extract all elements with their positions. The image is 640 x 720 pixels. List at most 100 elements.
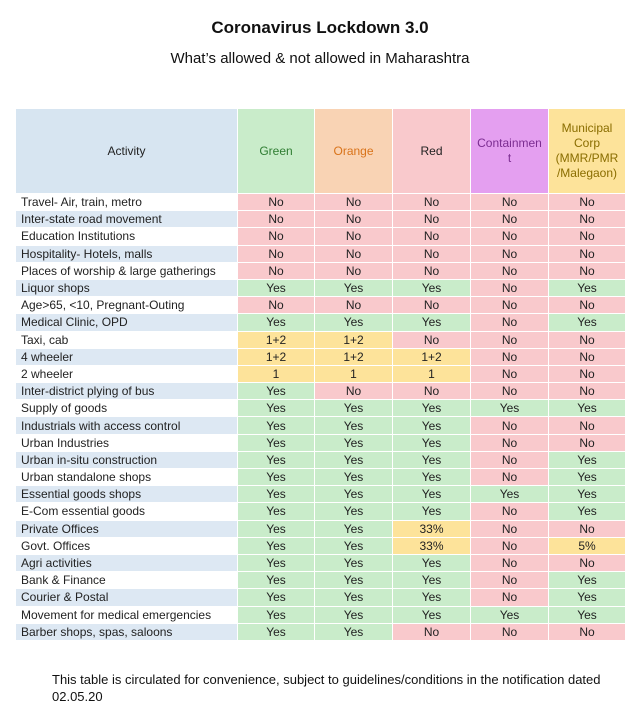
status-cell: Yes [314,399,393,418]
activity-cell: Education Institutions [15,227,238,246]
status-cell: No [548,210,626,229]
status-cell: Yes [237,536,315,555]
table-row: E-Com essential goods Yes Yes Yes No Yes [15,502,626,521]
status-cell: Yes [314,433,393,452]
status-cell: 33% [392,536,471,555]
status-cell: Yes [237,278,315,298]
header-row: Activity Green Orange Red Containment Municip… [15,108,626,194]
activity-cell: Urban Industries [15,433,238,452]
status-cell: Yes [237,605,315,624]
status-cell: No [237,261,315,280]
subtitle: What’s allowed & not allowed in Maharash… [170,50,470,67]
table-row: Barber shops, spas, saloons Yes Yes No No No [15,622,626,641]
status-cell: No [314,261,393,280]
status-cell: No [548,330,626,349]
status-cell: Yes [314,622,393,641]
status-cell: Yes [237,382,315,401]
status-cell: 33% [392,519,471,538]
status-cell: Yes [237,416,315,435]
activity-cell: Urban in-situ construction [15,450,238,470]
status-cell: Yes [548,588,626,607]
activity-cell: Essential goods shops [15,485,238,504]
status-cell: Yes [548,450,626,470]
status-cell: Yes [314,519,393,538]
table-row: Education Institutions No No No No No [15,227,626,246]
status-cell: No [392,227,471,246]
table-row: 2 wheeler 1 1 1 No No [15,364,626,384]
column-header: Orange [314,108,393,194]
status-cell: Yes [237,485,315,504]
status-cell: 1+2 [237,330,315,349]
status-cell: Yes [237,399,315,418]
status-cell: 1 [237,364,315,384]
status-cell: Yes [470,485,549,504]
table-row: Agri activities Yes Yes Yes No No [15,553,626,573]
table-row: Inter-state road movement No No No No No [15,210,626,229]
status-cell: No [548,553,626,573]
status-cell: No [548,519,626,538]
status-cell: No [237,227,315,246]
status-cell: No [314,382,393,401]
status-cell: Yes [314,450,393,470]
status-cell: No [314,296,393,315]
status-cell: Yes [548,502,626,521]
status-cell: No [470,278,549,298]
status-cell: No [470,330,549,349]
status-cell: Yes [470,605,549,624]
table-row: Places of worship & large gatherings No No… [15,261,626,280]
status-cell: Yes [314,502,393,521]
status-cell: No [470,347,549,366]
status-cell: Yes [392,605,471,624]
status-cell: No [548,622,626,641]
status-cell: Yes [237,433,315,452]
status-cell: Yes [314,278,393,298]
activity-cell: Places of worship & large gatherings [15,261,238,280]
status-cell: No [470,467,549,487]
status-cell: Yes [237,553,315,573]
activity-cell: Courier & Postal [15,588,238,607]
status-cell: No [548,347,626,366]
status-cell: No [470,502,549,521]
table-row: Urban Industries Yes Yes Yes No No [15,433,626,452]
status-cell: Yes [237,502,315,521]
status-cell: Yes [548,313,626,332]
status-cell: No [470,364,549,384]
status-cell: Yes [237,450,315,470]
status-cell: No [470,450,549,470]
activity-cell: E-Com essential goods [15,502,238,521]
status-cell: Yes [548,278,626,298]
status-cell: No [237,192,315,212]
status-cell: Yes [237,588,315,607]
status-cell: No [392,330,471,349]
activity-cell: Bank & Finance [15,571,238,590]
status-cell: Yes [392,485,471,504]
column-header: Activity [15,108,238,194]
status-cell: Yes [314,571,393,590]
activity-cell: Travel- Air, train, metro [15,192,238,212]
table-row: Courier & Postal Yes Yes Yes No Yes [15,588,626,607]
activity-cell: Supply of goods [15,399,238,418]
table-row: Bank & Finance Yes Yes Yes No Yes [15,571,626,590]
status-cell: No [470,519,549,538]
table-row: Urban standalone shops Yes Yes Yes No Yes [15,467,626,487]
table-row: Movement for medical emergencies Yes Yes Ye… [15,605,626,624]
activity-cell: Movement for medical emergencies [15,605,238,624]
activity-cell: Taxi, cab [15,330,238,349]
table-row: Private Offices Yes Yes 33% No No [15,519,626,538]
status-cell: Yes [392,433,471,452]
activity-cell: 2 wheeler [15,364,238,384]
status-cell: No [237,244,315,263]
status-cell: Yes [392,571,471,590]
status-cell: No [237,210,315,229]
status-cell: Yes [314,536,393,555]
status-cell: No [314,244,393,263]
status-cell: Yes [392,502,471,521]
status-cell: No [392,382,471,401]
status-cell: No [392,244,471,263]
column-header: Green [237,108,315,194]
status-cell: Yes [314,416,393,435]
status-cell: No [548,227,626,246]
status-cell: No [548,261,626,280]
status-cell: Yes [392,450,471,470]
